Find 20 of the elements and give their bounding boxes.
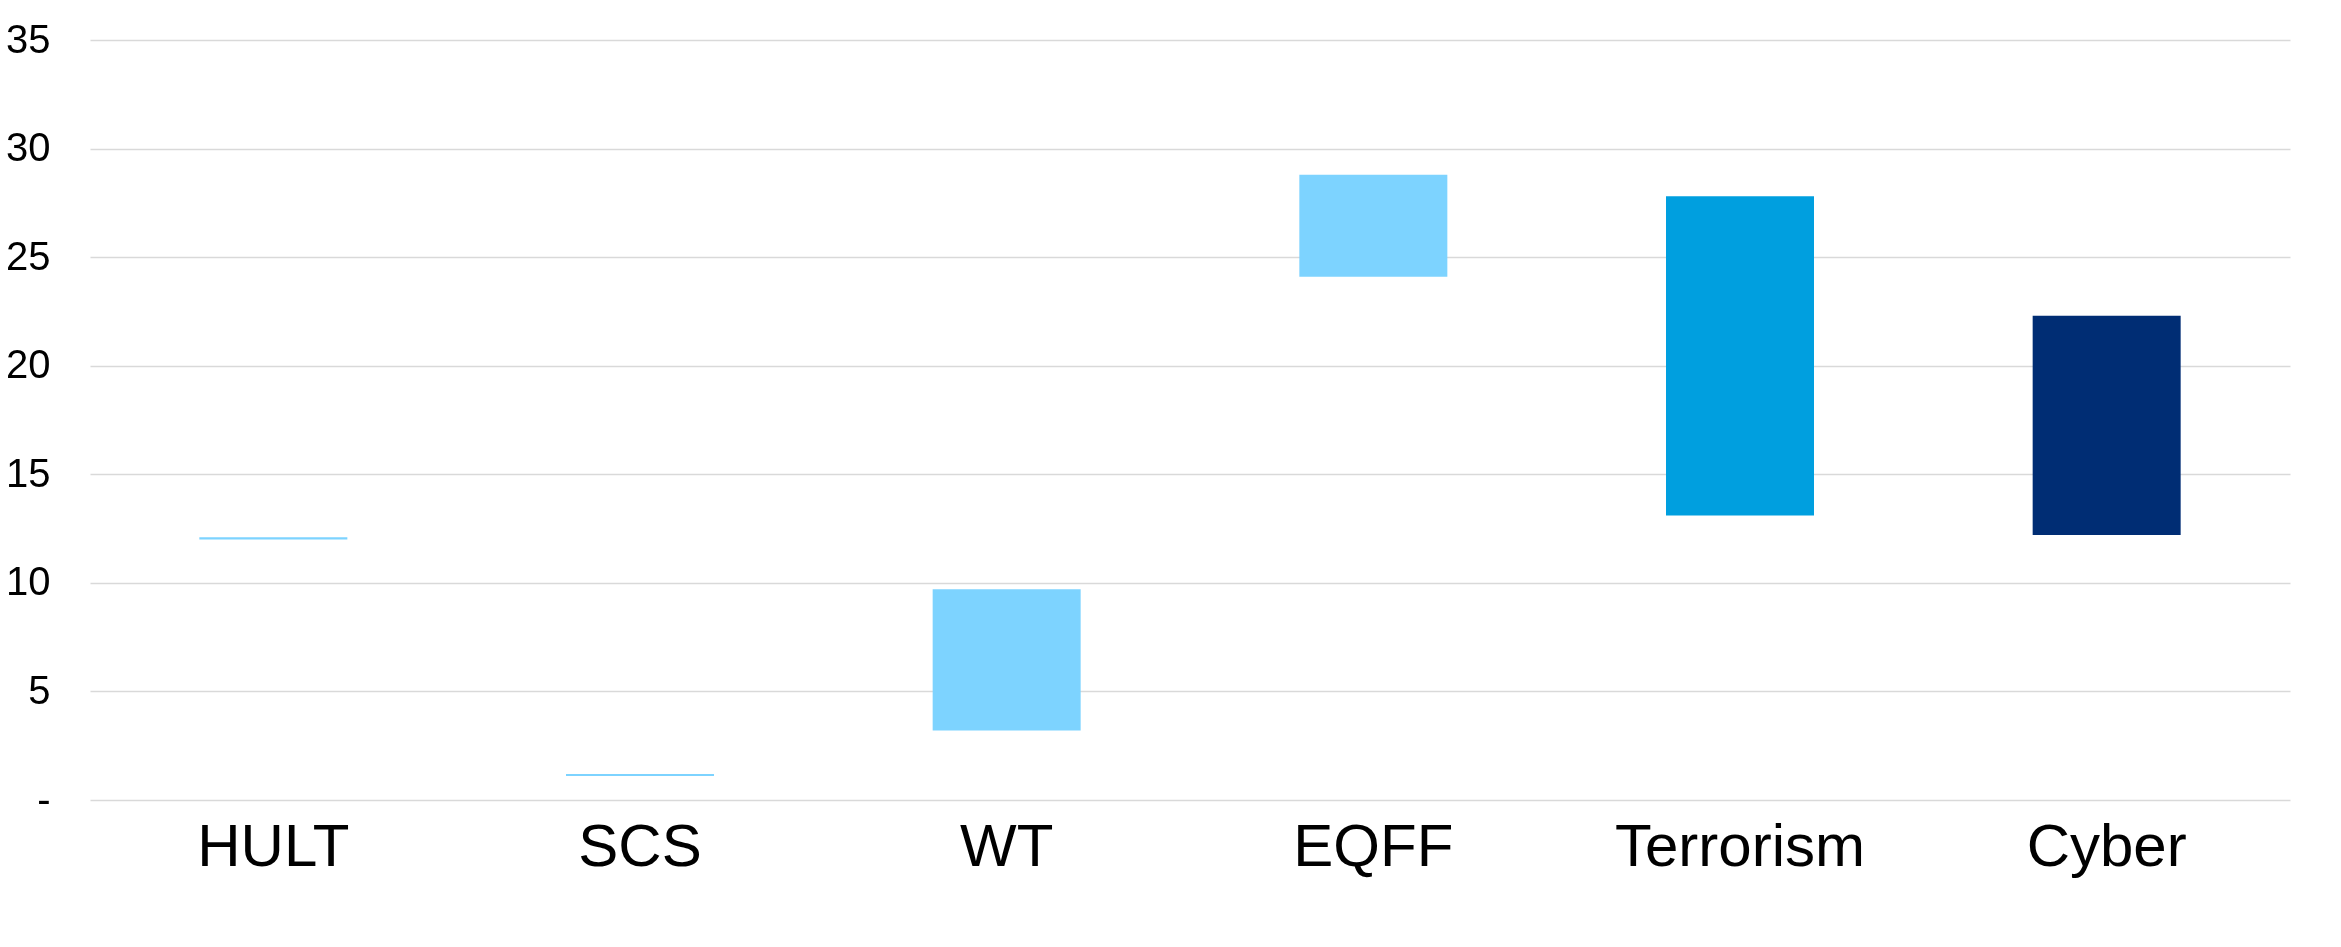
y-tick-label: 10 [6,559,51,604]
x-tick-label: Cyber [2026,811,2187,879]
y-tick-label: 5 [28,667,51,712]
y-tick-label: 30 [6,125,51,170]
y-tick-label: 35 [6,16,51,61]
bar [932,589,1081,731]
x-tick-label: WT [960,811,1054,879]
x-tick-label: Terrorism [1615,811,1865,879]
x-tick-label: SCS [578,811,702,879]
x-tick-label: HULT [197,811,350,879]
y-tick-label: 25 [6,233,51,278]
y-tick-label: - [37,776,51,821]
bar [566,773,714,777]
x-tick-label: EQFF [1293,811,1454,879]
bar [1299,174,1448,277]
y-tick-label: 15 [6,450,51,495]
bar [1666,196,1814,516]
bar [199,537,348,540]
y-tick-label: 20 [6,342,51,387]
bar [2032,315,2181,536]
